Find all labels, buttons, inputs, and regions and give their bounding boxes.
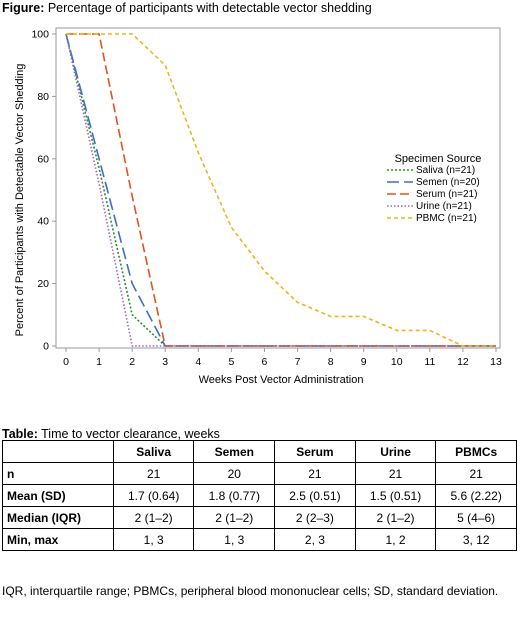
x-tick-label: 2 bbox=[129, 356, 135, 368]
table-cell: 21 bbox=[354, 462, 437, 485]
table-cell: 21 bbox=[274, 462, 356, 485]
x-tick-label: 12 bbox=[457, 356, 469, 368]
table-cell: 1.7 (0.64) bbox=[112, 484, 195, 507]
table-cell: 21 bbox=[112, 462, 195, 485]
legend-entry: Semen (n=20) bbox=[416, 177, 480, 188]
table-caption-text: Time to vector clearance, weeks bbox=[41, 427, 220, 441]
table-header-serum: Serum bbox=[274, 440, 356, 463]
x-tick-label: 3 bbox=[162, 356, 168, 368]
table-row-label: Min, max bbox=[2, 528, 114, 551]
table-cell: 3, 12 bbox=[435, 528, 517, 551]
table-row: Min, max 1, 3 1, 3 2, 3 1, 2 3, 12 bbox=[2, 528, 517, 551]
table-row-label: n bbox=[2, 462, 114, 485]
table-row-label: Mean (SD) bbox=[2, 484, 114, 507]
table-cell: 1.8 (0.77) bbox=[193, 484, 276, 507]
plot-area-frame bbox=[55, 27, 501, 349]
x-tick-label: 9 bbox=[361, 356, 367, 368]
table-cell: 2.5 (0.51) bbox=[274, 484, 356, 507]
y-tick-label: 80 bbox=[37, 91, 49, 103]
legend-entry: Serum (n=21) bbox=[416, 189, 477, 200]
figure-caption-prefix: Figure: bbox=[2, 1, 45, 15]
legend-entry: Urine (n=21) bbox=[416, 201, 472, 212]
x-tick-label: 7 bbox=[295, 356, 301, 368]
table-caption: Table: Time to vector clearance, weeks bbox=[2, 427, 220, 441]
table-cell: 1.5 (0.51) bbox=[354, 484, 437, 507]
x-tick-label: 13 bbox=[490, 356, 502, 368]
table-cell: 2 (2–3) bbox=[274, 506, 356, 529]
legend-entry: PBMC (n=21) bbox=[416, 213, 477, 224]
x-tick-label: 11 bbox=[424, 356, 435, 368]
table-cell: 5 (4–6) bbox=[435, 506, 517, 529]
series-line-1 bbox=[65, 33, 496, 347]
figure-caption-text: Percentage of participants with detectab… bbox=[47, 1, 372, 15]
table-cell: 5.6 (2.22) bbox=[435, 484, 517, 507]
y-tick-label: 40 bbox=[37, 216, 49, 228]
y-tick-label: 20 bbox=[37, 278, 49, 290]
y-tick-label: 0 bbox=[43, 341, 49, 353]
table-row-label: Median (IQR) bbox=[2, 506, 114, 529]
x-tick-label: 4 bbox=[195, 356, 201, 368]
table-header-pbmcs: PBMCs bbox=[435, 440, 517, 463]
table-row: n 21 20 21 21 21 bbox=[2, 462, 517, 485]
x-tick-label: 1 bbox=[96, 356, 102, 368]
x-tick-label: 0 bbox=[63, 356, 69, 368]
y-tick-label: 60 bbox=[37, 153, 49, 165]
table-cell: 21 bbox=[435, 462, 517, 485]
table-cell: 2 (1–2) bbox=[193, 506, 276, 529]
table-header-urine: Urine bbox=[354, 440, 437, 463]
table-cell: 1, 2 bbox=[354, 528, 437, 551]
series-line-4 bbox=[66, 33, 496, 347]
figure-caption: Figure: Percentage of participants with … bbox=[2, 1, 372, 15]
y-axis-label: Percent of Participants with Detectable … bbox=[14, 64, 26, 337]
x-tick-label: 6 bbox=[262, 356, 268, 368]
table-header-row: Saliva Semen Serum Urine PBMCs bbox=[2, 440, 517, 463]
table-row: Median (IQR) 2 (1–2) 2 (1–2) 2 (2–3) 2 (… bbox=[2, 506, 517, 529]
table-cell: 2, 3 bbox=[274, 528, 356, 551]
y-tick-label: 100 bbox=[31, 29, 49, 41]
x-axis-label: Weeks Post Vector Administration bbox=[199, 374, 364, 386]
table-cell: 2 (1–2) bbox=[112, 506, 195, 529]
legend-title: Specimen Source bbox=[395, 153, 482, 165]
series-line-3 bbox=[65, 33, 496, 347]
table-cell: 1, 3 bbox=[112, 528, 195, 551]
table-cell: 20 bbox=[193, 462, 276, 485]
x-tick-label: 8 bbox=[328, 356, 334, 368]
series-lines bbox=[65, 33, 496, 347]
table-caption-prefix: Table: bbox=[2, 427, 38, 441]
x-tick-label: 5 bbox=[228, 356, 234, 368]
table-header-blank bbox=[2, 440, 114, 463]
table-header-semen: Semen bbox=[193, 440, 276, 463]
x-tick-label: 10 bbox=[391, 356, 403, 368]
table-header-saliva: Saliva bbox=[112, 440, 195, 463]
legend-entry: Saliva (n=21) bbox=[416, 165, 475, 176]
table-cell: 1, 3 bbox=[193, 528, 276, 551]
table-cell: 2 (1–2) bbox=[354, 506, 437, 529]
clearance-table: Saliva Semen Serum Urine PBMCs n 21 20 2… bbox=[2, 440, 517, 551]
footnote: IQR, interquartile range; PBMCs, periphe… bbox=[2, 584, 499, 598]
table-row: Mean (SD) 1.7 (0.64) 1.8 (0.77) 2.5 (0.5… bbox=[2, 484, 517, 507]
